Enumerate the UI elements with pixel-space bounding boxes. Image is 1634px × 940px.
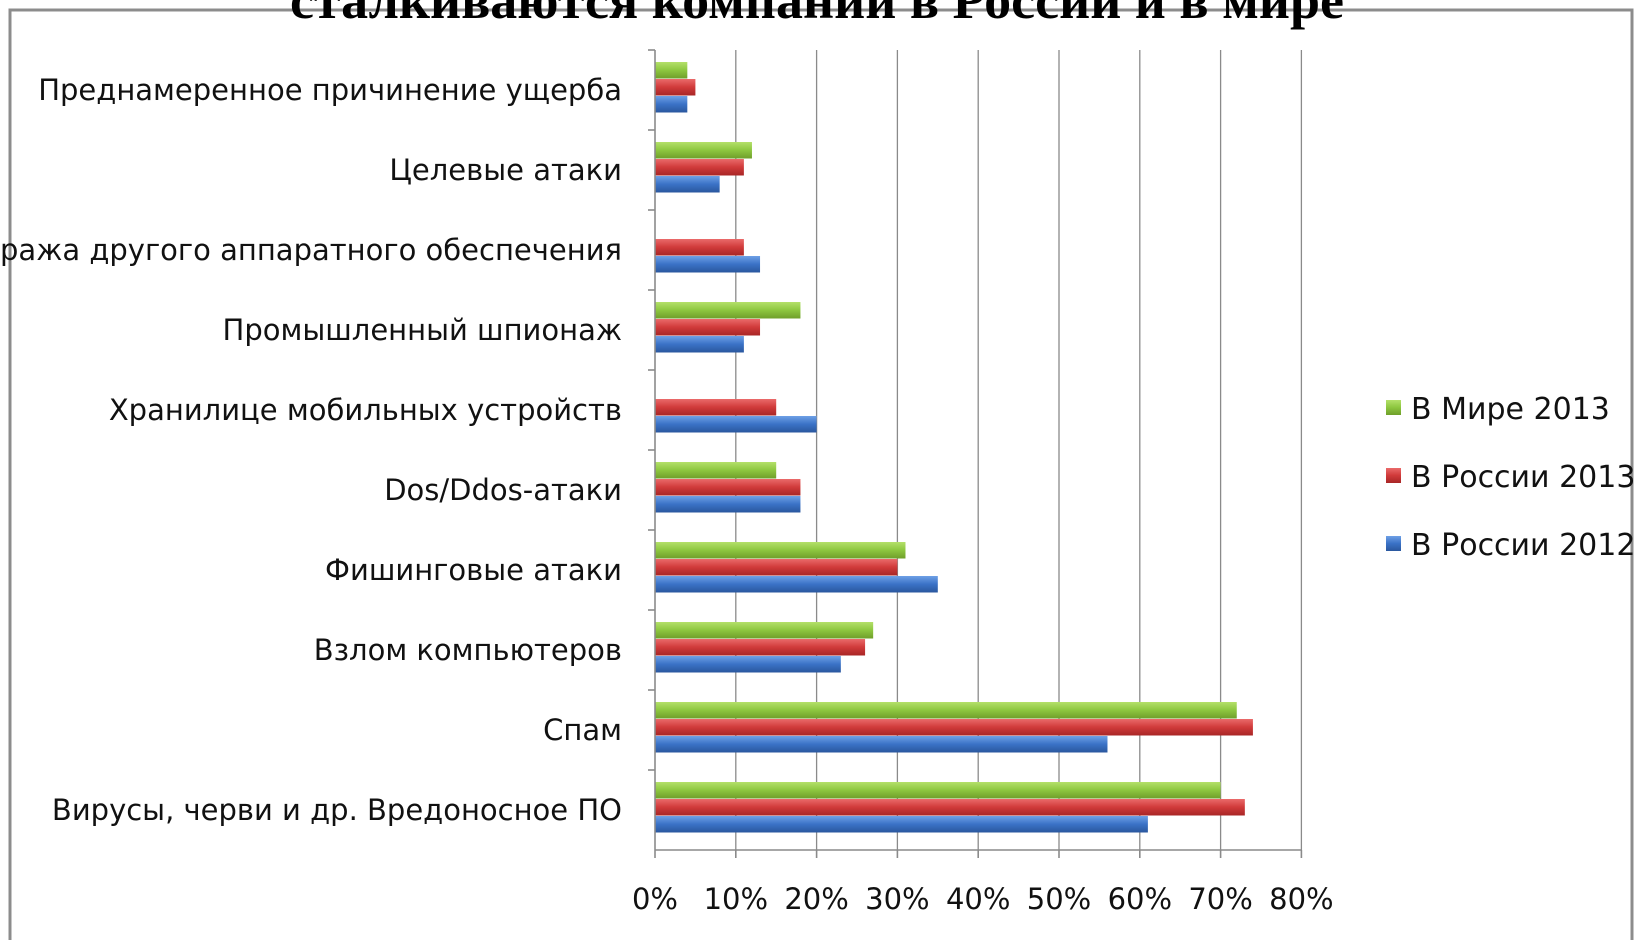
category-label: Фишинговые атаки bbox=[325, 553, 622, 587]
bar bbox=[655, 159, 744, 176]
bar bbox=[655, 79, 696, 96]
bar bbox=[655, 702, 1237, 719]
x-tick-label: 40% bbox=[946, 882, 1010, 916]
x-tick-label: 60% bbox=[1108, 882, 1172, 916]
chart-title: сталкиваются компании в России и в мире bbox=[290, 0, 1344, 30]
category-label: Dos/Ddos-атаки bbox=[384, 473, 622, 507]
x-tick-labels: 0% 10% 20% 30% 40% 50% 60% 70% 80% bbox=[632, 882, 1334, 916]
x-tick-label: 20% bbox=[784, 882, 848, 916]
category-label: Преднамеренное причинение ущерба bbox=[38, 73, 622, 107]
bar bbox=[655, 656, 841, 673]
category-label: Промышленный шпионаж bbox=[223, 313, 622, 347]
bar bbox=[655, 799, 1245, 816]
bar bbox=[655, 479, 801, 496]
category-label: Вирусы, черви и др. Вредоносное ПО bbox=[52, 793, 622, 827]
legend-swatch bbox=[1386, 536, 1401, 551]
bar bbox=[655, 736, 1108, 753]
bar bbox=[655, 719, 1253, 736]
x-tick-label: 70% bbox=[1188, 882, 1252, 916]
legend: В Мире 2013 В России 2013 В России 2012 bbox=[1386, 392, 1634, 563]
legend-label: В России 2013 bbox=[1411, 460, 1634, 495]
x-tick-label: 10% bbox=[704, 882, 768, 916]
bar bbox=[655, 142, 752, 159]
bar bbox=[655, 816, 1148, 833]
bars bbox=[655, 62, 1253, 833]
axes bbox=[648, 49, 1303, 858]
bar bbox=[655, 416, 817, 433]
legend-swatch bbox=[1386, 468, 1401, 483]
chart-frame bbox=[8, 8, 1634, 940]
bar bbox=[655, 336, 744, 353]
bar bbox=[655, 302, 801, 319]
legend-label: В России 2012 bbox=[1411, 528, 1634, 563]
x-tick-label: 0% bbox=[632, 882, 678, 916]
x-tick-label: 50% bbox=[1027, 882, 1091, 916]
x-tick-label: 80% bbox=[1269, 882, 1333, 916]
category-label: Хранилице мобильных устройств bbox=[109, 393, 622, 427]
bar bbox=[655, 496, 801, 513]
bar bbox=[655, 399, 777, 416]
bar bbox=[655, 639, 866, 656]
category-label: Взлом компьютеров bbox=[314, 633, 622, 667]
category-label: Целевые атаки bbox=[389, 153, 622, 187]
bar bbox=[655, 96, 688, 113]
legend-swatch bbox=[1386, 400, 1401, 415]
bar bbox=[655, 239, 744, 256]
bar bbox=[655, 176, 720, 193]
bar bbox=[655, 62, 688, 79]
category-label: Кража другого аппаратного обеспечения bbox=[0, 233, 622, 267]
category-label: Спам bbox=[543, 713, 622, 747]
bar bbox=[655, 462, 777, 479]
x-tick-label: 30% bbox=[865, 882, 929, 916]
category-labels: Преднамеренное причинение ущерба Целевые … bbox=[0, 73, 622, 827]
bar bbox=[655, 319, 761, 336]
bar bbox=[655, 559, 898, 576]
gridlines bbox=[735, 50, 1303, 850]
bar bbox=[655, 576, 938, 593]
bar bbox=[655, 782, 1221, 799]
bar bbox=[655, 256, 761, 273]
bar bbox=[655, 622, 874, 639]
legend-label: В Мире 2013 bbox=[1411, 392, 1610, 427]
bar bbox=[655, 542, 906, 559]
